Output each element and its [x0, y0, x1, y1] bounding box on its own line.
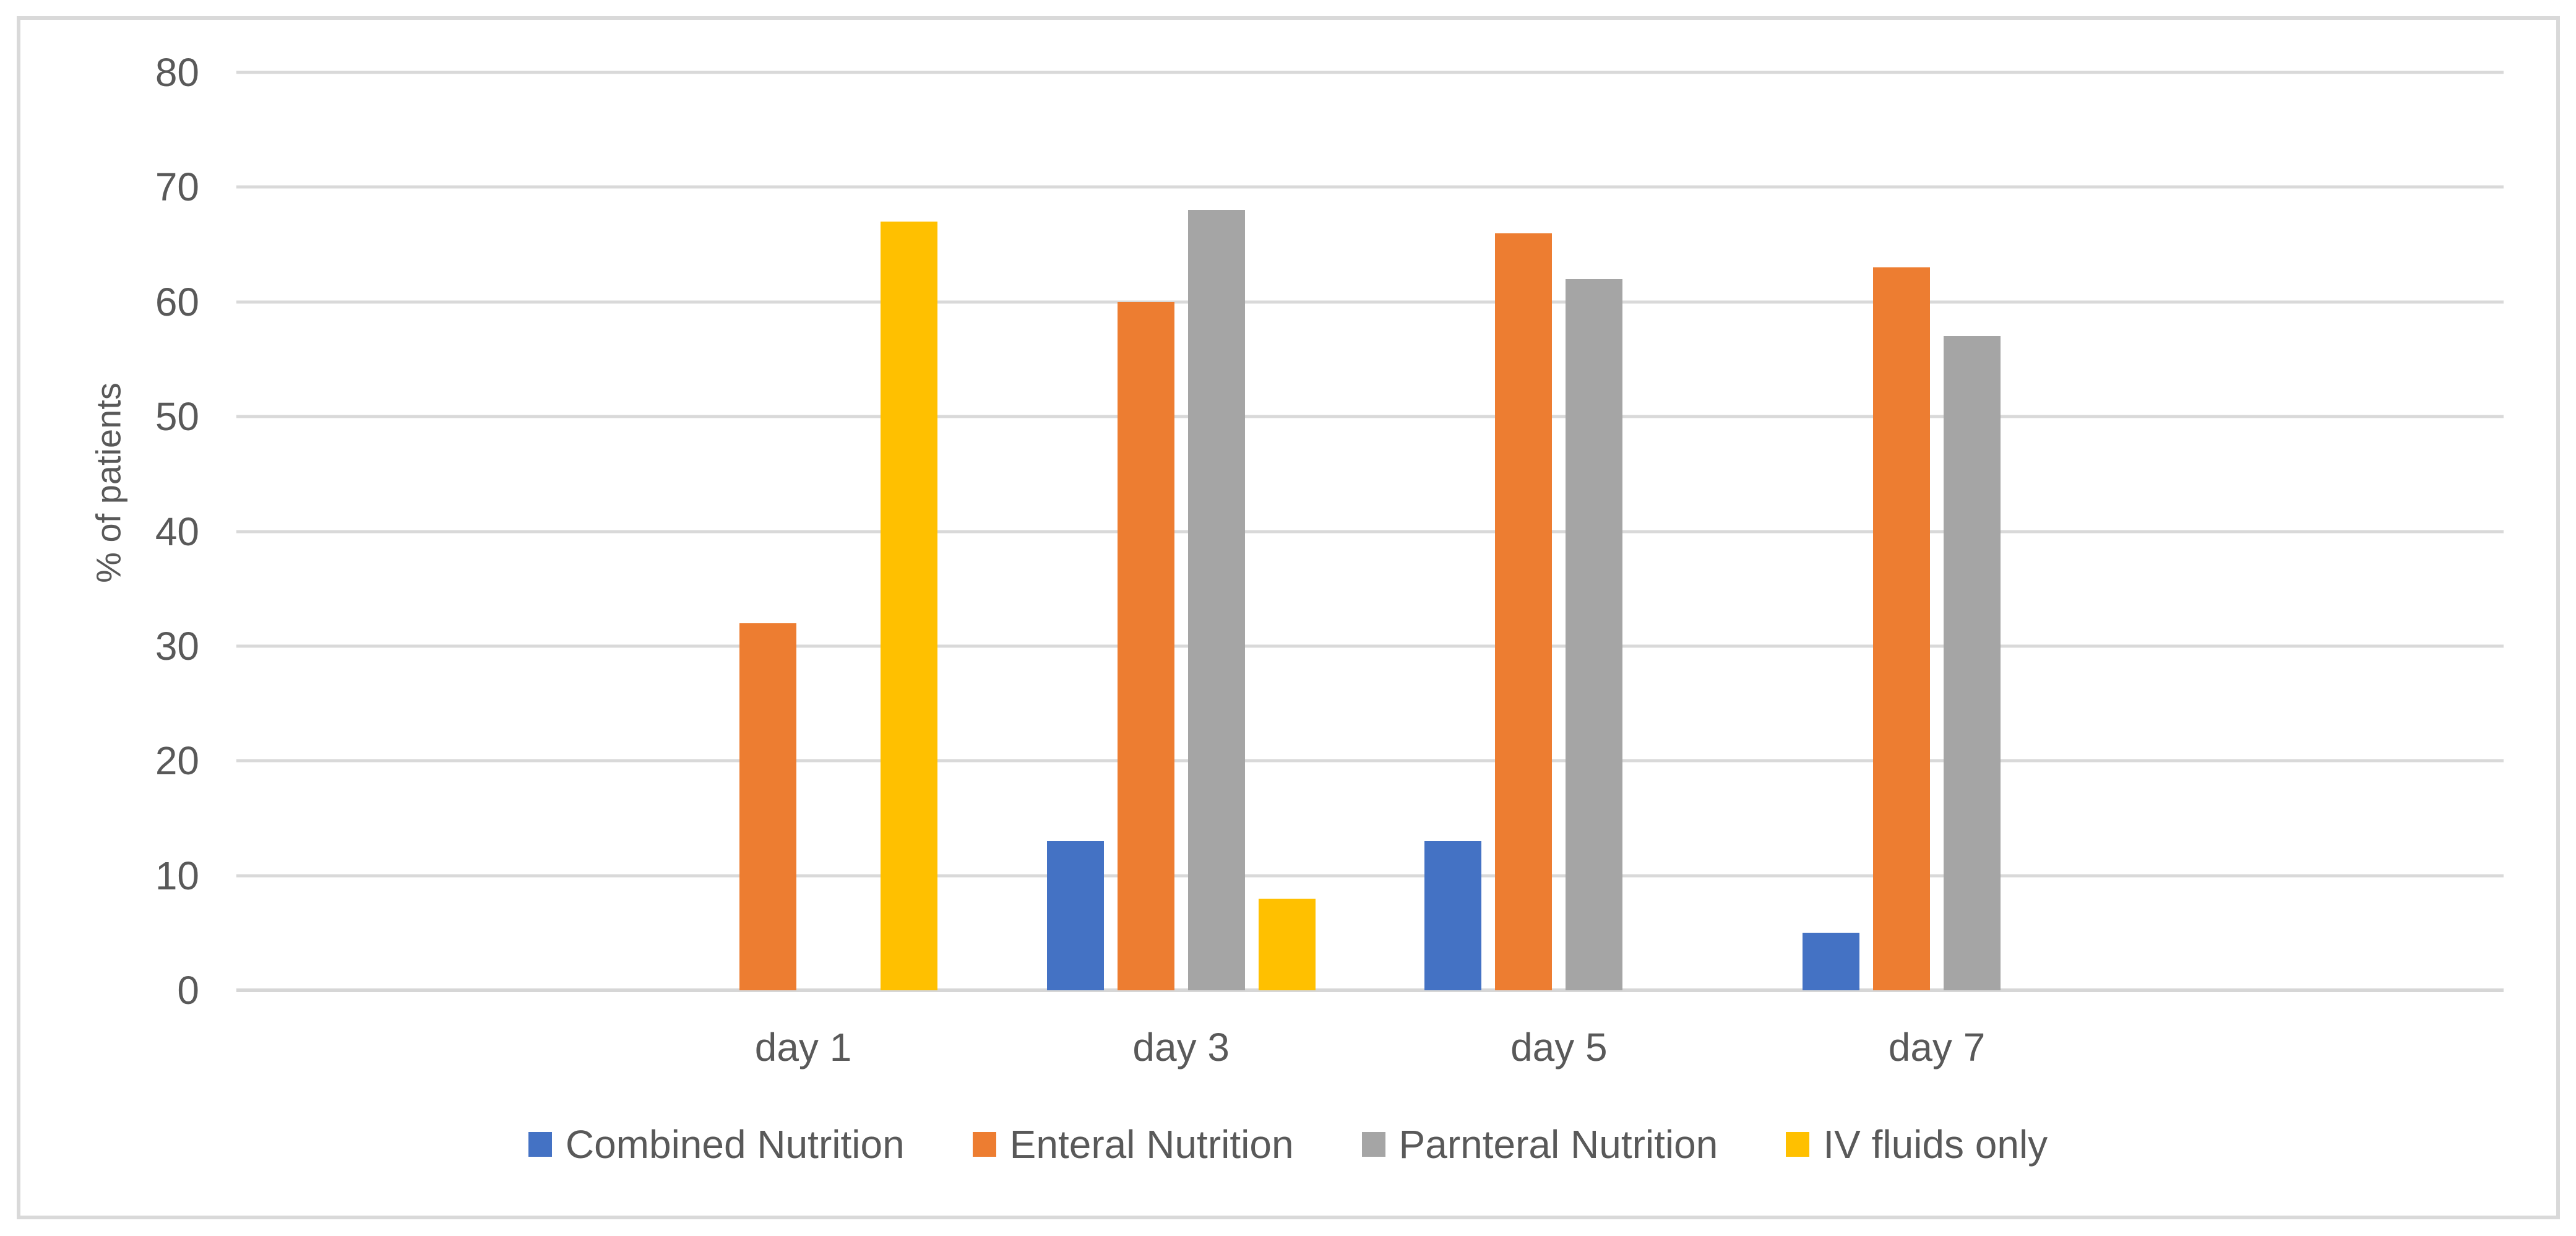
- bar-enteral-nutrition-day-1: [739, 623, 796, 990]
- legend-item-parnteral-nutrition: Parnteral Nutrition: [1361, 1121, 1718, 1167]
- y-tick-label-0: 0: [177, 968, 199, 1013]
- bar-parnteral-nutrition-day-3: [1187, 210, 1245, 990]
- x-axis-line: [236, 988, 2504, 992]
- gridline-10: [236, 874, 2504, 878]
- legend-swatch-enteral-nutrition: [972, 1132, 996, 1157]
- bar-group-day-1: day 1: [614, 72, 993, 1070]
- bar-groups-container: day 1 day 3 day 5 day 7: [236, 72, 2504, 1070]
- legend-label-enteral-nutrition: Enteral Nutrition: [1009, 1122, 1294, 1167]
- bar-iv-fluids-only-day-1: [881, 222, 937, 990]
- legend-swatch-parnteral-nutrition: [1361, 1132, 1385, 1157]
- gridline-70: [236, 185, 2504, 189]
- legend-swatch-iv-fluids-only: [1786, 1132, 1810, 1157]
- x-category-label-day-7: day 7: [1888, 1025, 1986, 1070]
- bar-group-day-3: day 3: [992, 72, 1370, 1070]
- y-tick-label-80: 80: [155, 50, 199, 95]
- y-tick-label-20: 20: [155, 738, 199, 784]
- y-tick-label-60: 60: [155, 279, 199, 324]
- bar-combined-nutrition-day-7: [1803, 933, 1860, 990]
- legend: Combined Nutrition Enteral Nutrition Parnt…: [0, 1121, 2576, 1167]
- bar-group-day-5: day 5: [1370, 72, 1748, 1070]
- x-category-label-day-5: day 5: [1510, 1025, 1608, 1070]
- bar-enteral-nutrition-day-5: [1495, 233, 1553, 990]
- x-category-label-day-3: day 3: [1132, 1025, 1230, 1070]
- y-tick-label-30: 30: [155, 623, 199, 668]
- bar-group-empty: [236, 72, 614, 990]
- plot-area: 80 70 60 50 40 30 20 10 0 day 1 day 3 day 5 day 7: [155, 53, 2504, 1070]
- legend-swatch-combined-nutrition: [528, 1132, 552, 1157]
- legend-label-parnteral-nutrition: Parnteral Nutrition: [1398, 1122, 1718, 1167]
- bar-group-empty: [2126, 72, 2504, 990]
- bar-combined-nutrition-day-3: [1046, 841, 1104, 990]
- bar-parnteral-nutrition-day-7: [1944, 336, 2001, 990]
- y-tick-label-10: 10: [155, 853, 199, 898]
- legend-label-combined-nutrition: Combined Nutrition: [565, 1122, 905, 1167]
- gridline-60: [236, 300, 2504, 304]
- x-category-label-day-1: day 1: [754, 1025, 852, 1070]
- bar-iv-fluids-only-day-3: [1258, 898, 1316, 990]
- gridline-50: [236, 415, 2504, 418]
- y-tick-label-70: 70: [155, 165, 199, 210]
- legend-item-iv-fluids-only: IV fluids only: [1786, 1121, 2048, 1167]
- chart-border-frame: [17, 16, 2560, 1219]
- gridline-20: [236, 759, 2504, 763]
- gridline-30: [236, 644, 2504, 648]
- bar-combined-nutrition-day-5: [1424, 841, 1482, 990]
- gridline-40: [236, 530, 2504, 533]
- bar-enteral-nutrition-day-7: [1873, 267, 1931, 990]
- legend-label-iv-fluids-only: IV fluids only: [1823, 1122, 2048, 1167]
- bar-parnteral-nutrition-day-5: [1566, 279, 1623, 990]
- gridline-80: [236, 71, 2504, 74]
- y-axis-title: % of patients: [88, 382, 128, 583]
- bar-enteral-nutrition-day-3: [1117, 301, 1174, 990]
- y-tick-label-40: 40: [155, 509, 199, 554]
- bar-group-day-7: day 7: [1748, 72, 2126, 1070]
- y-tick-label-50: 50: [155, 394, 199, 439]
- legend-item-enteral-nutrition: Enteral Nutrition: [972, 1121, 1294, 1167]
- legend-item-combined-nutrition: Combined Nutrition: [528, 1121, 905, 1167]
